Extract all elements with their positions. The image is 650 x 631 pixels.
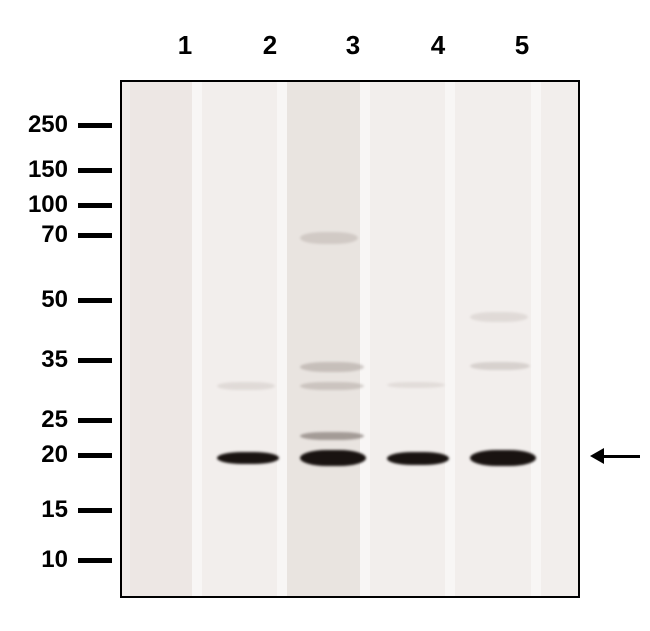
mw-tick-10	[78, 558, 112, 563]
mw-tick-70	[78, 233, 112, 238]
blot-band	[387, 452, 449, 465]
mw-label-70: 70	[0, 221, 68, 249]
lane-separator	[531, 82, 541, 596]
lane-shading	[282, 82, 362, 598]
blot-band	[470, 312, 528, 322]
mw-tick-35	[78, 358, 112, 363]
mw-tick-150	[78, 168, 112, 173]
lane-label-5: 5	[507, 30, 537, 61]
lane-shading	[130, 82, 192, 598]
lane-separator	[445, 82, 455, 596]
mw-tick-20	[78, 453, 112, 458]
mw-label-25: 25	[0, 406, 68, 434]
mw-label-35: 35	[0, 346, 68, 374]
blot-membrane	[120, 80, 580, 598]
blot-band	[300, 432, 364, 440]
blot-band	[217, 452, 279, 464]
lane-label-2: 2	[255, 30, 285, 61]
target-band-arrow-head	[590, 448, 604, 464]
blot-band	[217, 382, 275, 390]
lane-label-1: 1	[170, 30, 200, 61]
target-band-arrow-shaft	[604, 455, 640, 458]
mw-label-50: 50	[0, 286, 68, 314]
mw-tick-50	[78, 298, 112, 303]
lane-separator	[360, 82, 370, 596]
mw-label-150: 150	[0, 156, 68, 184]
lane-label-3: 3	[338, 30, 368, 61]
mw-tick-250	[78, 123, 112, 128]
mw-label-100: 100	[0, 191, 68, 219]
mw-label-15: 15	[0, 496, 68, 524]
mw-label-10: 10	[0, 546, 68, 574]
blot-band	[470, 362, 530, 370]
mw-tick-25	[78, 418, 112, 423]
lane-label-4: 4	[423, 30, 453, 61]
blot-band	[300, 382, 364, 390]
blot-band	[300, 232, 358, 244]
mw-label-250: 250	[0, 111, 68, 139]
mw-tick-15	[78, 508, 112, 513]
blot-band	[300, 450, 366, 466]
lane-separator	[277, 82, 287, 596]
lane-separator	[192, 82, 202, 596]
blot-band	[387, 382, 445, 388]
blot-band	[470, 450, 536, 466]
mw-label-20: 20	[0, 441, 68, 469]
mw-tick-100	[78, 203, 112, 208]
blot-band	[300, 362, 364, 372]
figure-container: { "figure": { "type": "western-blot", "c…	[0, 0, 650, 631]
